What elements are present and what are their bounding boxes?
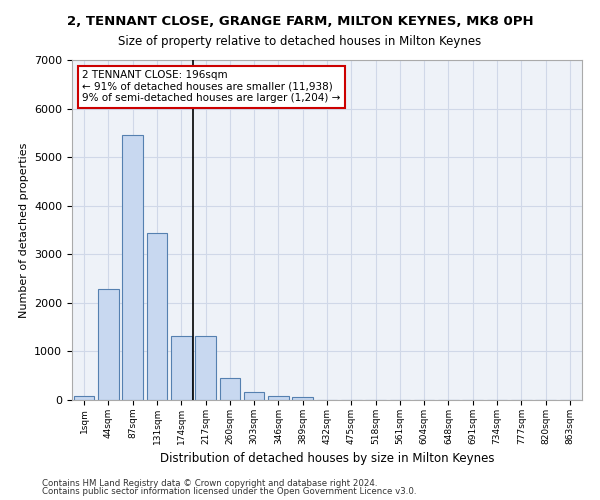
Bar	[98, 290, 119, 400]
Text: Contains HM Land Registry data © Crown copyright and database right 2024.: Contains HM Land Registry data © Crown c…	[42, 478, 377, 488]
Bar	[74, 396, 94, 400]
Text: 2, TENNANT CLOSE, GRANGE FARM, MILTON KEYNES, MK8 0PH: 2, TENNANT CLOSE, GRANGE FARM, MILTON KE…	[67, 15, 533, 28]
Text: Size of property relative to detached houses in Milton Keynes: Size of property relative to detached ho…	[118, 35, 482, 48]
Bar	[244, 392, 265, 400]
X-axis label: Distribution of detached houses by size in Milton Keynes: Distribution of detached houses by size …	[160, 452, 494, 466]
Bar	[146, 233, 167, 400]
Text: 2 TENNANT CLOSE: 196sqm
← 91% of detached houses are smaller (11,938)
9% of semi: 2 TENNANT CLOSE: 196sqm ← 91% of detache…	[82, 70, 341, 103]
Bar	[171, 336, 191, 400]
Bar	[292, 398, 313, 400]
Bar	[195, 336, 216, 400]
Text: Contains public sector information licensed under the Open Government Licence v3: Contains public sector information licen…	[42, 487, 416, 496]
Bar	[122, 136, 143, 400]
Bar	[268, 396, 289, 400]
Y-axis label: Number of detached properties: Number of detached properties	[19, 142, 29, 318]
Bar	[220, 378, 240, 400]
